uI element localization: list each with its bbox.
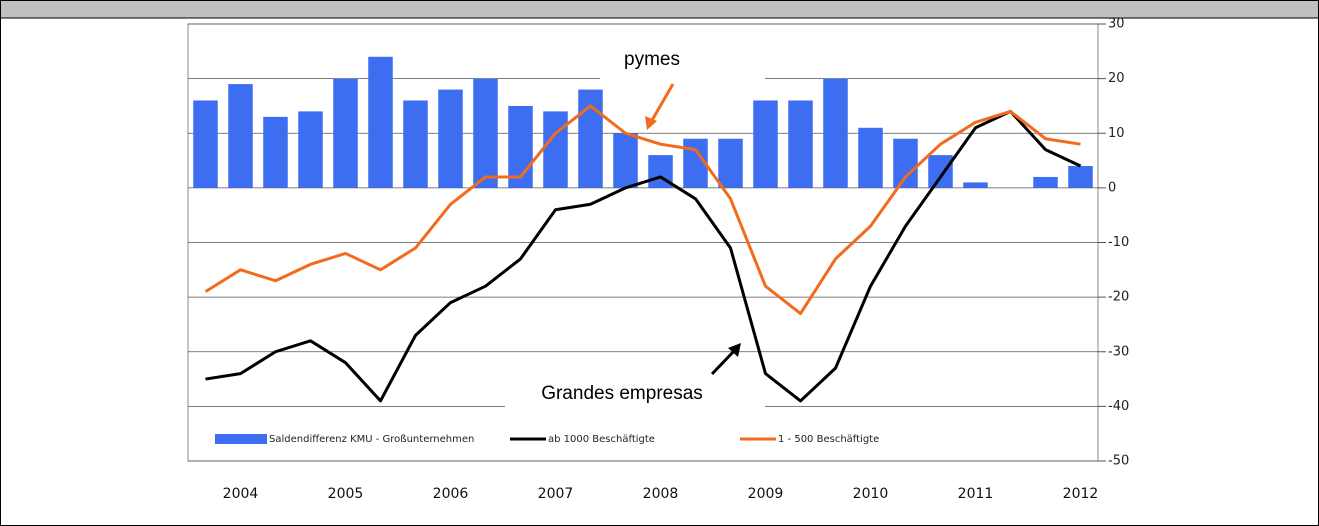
x-tick-label: 2005 (328, 486, 364, 502)
bar (508, 105, 533, 188)
bar (963, 182, 988, 188)
x-tick-label: 2008 (643, 486, 679, 502)
bar (543, 111, 568, 188)
y-tick-label: 30 (1108, 17, 1125, 32)
y-tick-label: -40 (1108, 399, 1129, 414)
x-tick-label: 2007 (538, 486, 574, 502)
y-tick-label: -50 (1108, 454, 1129, 469)
legend-label: ab 1000 Beschäftigte (548, 434, 655, 445)
line (205, 109, 1082, 403)
bar (788, 100, 813, 188)
annotation: pymes (624, 49, 680, 70)
bar (823, 78, 848, 188)
bar (893, 138, 918, 188)
legend-swatch (215, 434, 267, 444)
bar (928, 155, 953, 188)
y-tick-label: 20 (1108, 71, 1125, 86)
y-tick-label: 0 (1108, 180, 1116, 195)
bar (193, 100, 218, 188)
arrow-head (728, 343, 741, 357)
y-tick-label: -10 (1108, 235, 1129, 250)
x-tick-label: 2010 (853, 486, 889, 502)
bar (438, 89, 463, 188)
bar (753, 100, 778, 188)
legend-label: Saldendifferenz KMU - Großunternehmen (269, 434, 474, 445)
arrow (710, 348, 737, 376)
bar (613, 133, 638, 188)
x-tick-label: 2011 (958, 486, 994, 502)
legend-label: 1 - 500 Beschäftigte (778, 434, 879, 445)
x-tick-label: 2004 (223, 486, 259, 502)
bar (368, 56, 393, 188)
y-tick-label: -20 (1108, 290, 1129, 305)
bar (1068, 166, 1093, 188)
bar (858, 127, 883, 188)
x-tick-label: 2006 (433, 486, 469, 502)
title-bar (0, 0, 1319, 18)
bar (718, 138, 743, 188)
bar (228, 84, 253, 188)
bar (578, 89, 603, 188)
bar (298, 111, 323, 188)
bar (403, 100, 428, 188)
annotation: Grandes empresas (541, 383, 703, 404)
x-tick-label: 2012 (1063, 486, 1099, 502)
y-tick-label: -30 (1108, 344, 1129, 359)
bar (473, 78, 498, 188)
bar (263, 116, 288, 188)
line (204, 104, 1081, 316)
bar (1033, 176, 1058, 188)
annotation-box (600, 44, 765, 80)
x-tick-label: 2009 (748, 486, 784, 502)
annotation-box (505, 377, 765, 408)
arrow (649, 83, 675, 123)
bar (333, 78, 358, 188)
y-tick-label: 10 (1108, 126, 1125, 141)
arrow-head (645, 116, 657, 130)
